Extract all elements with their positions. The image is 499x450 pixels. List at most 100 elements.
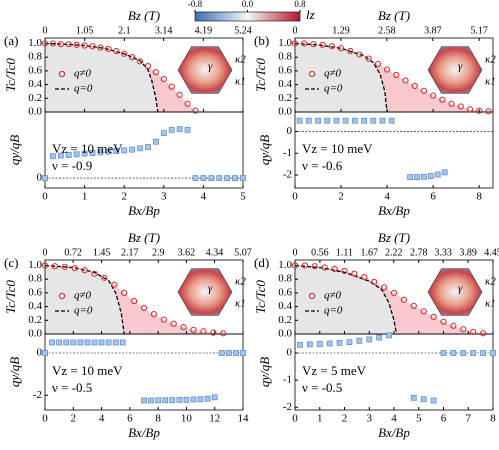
- q-point: [71, 265, 78, 272]
- q-point: [448, 100, 455, 107]
- q-point: [152, 69, 159, 76]
- annotation: ν = -0.9: [52, 158, 92, 173]
- x2-tick-label: 1.11: [336, 247, 353, 258]
- x-tick-label: 4: [384, 191, 390, 203]
- qy-point: [361, 117, 367, 124]
- y-tick-label: 0.8: [28, 273, 42, 285]
- qy-point: [119, 339, 126, 346]
- x2-tick-label: 1.05: [76, 25, 94, 36]
- q-point: [371, 278, 378, 286]
- qy-point: [98, 339, 105, 346]
- x2-tick-label: 3.62: [178, 247, 196, 258]
- x-tick-label: 10: [181, 413, 193, 425]
- q-point: [402, 77, 409, 84]
- q-point: [291, 262, 299, 269]
- q-point: [160, 316, 167, 323]
- q-point: [310, 41, 317, 48]
- lower-y-tick-label: 0: [287, 125, 293, 137]
- qy-point: [70, 339, 77, 346]
- x2-tick-label: 4.19: [195, 25, 213, 36]
- qy-point: [225, 350, 232, 356]
- x-tick-label: 0: [42, 191, 48, 203]
- q-point: [105, 45, 112, 53]
- q-point: [361, 274, 368, 281]
- x2-tick-label: 1.45: [93, 247, 111, 258]
- x2-tick-label: 3.89: [459, 247, 477, 258]
- qy-point: [386, 332, 392, 339]
- legend-label: q≠0: [324, 290, 342, 302]
- lower-y-axis-label: qy/qB: [7, 135, 22, 165]
- q-point: [351, 270, 358, 277]
- qy-point: [137, 145, 143, 152]
- inset-label: γ: [458, 61, 463, 73]
- legend-marker: [308, 292, 316, 300]
- qy-point: [57, 152, 64, 159]
- q-point: [470, 328, 477, 336]
- qy-point: [141, 397, 147, 404]
- q-point: [439, 96, 446, 103]
- q-point: [81, 267, 88, 274]
- annotation: Vz = 10 meV: [302, 141, 373, 156]
- q-point: [365, 55, 372, 62]
- q-point: [328, 43, 335, 50]
- qy-point: [168, 126, 175, 133]
- qy-point: [421, 173, 427, 180]
- panel-label: (b): [254, 33, 269, 48]
- qy-point: [326, 340, 333, 347]
- x2-tick-label: 4.45: [484, 247, 499, 258]
- q-point: [374, 60, 381, 68]
- annotation: Vz = 10 meV: [52, 141, 123, 156]
- y-tick-label: 0.4: [278, 300, 292, 312]
- inset-label: κ2: [485, 54, 496, 66]
- inset-label: κ2: [235, 54, 246, 66]
- q-point: [81, 42, 88, 49]
- y-tick-label: 1.0: [28, 259, 42, 271]
- x2-tick-label: 3.14: [155, 25, 173, 36]
- x2-tick-label: 5.07: [234, 247, 252, 258]
- legend-label: q≠0: [74, 68, 92, 80]
- qy-point: [176, 396, 183, 403]
- q-point: [430, 313, 437, 320]
- legend-marker: [58, 70, 66, 78]
- annotation: ν = -0.6: [302, 158, 343, 173]
- x2-tick-label: 2.22: [385, 247, 403, 258]
- lower-y-tick-label: -2: [283, 169, 292, 181]
- qy-point: [440, 350, 447, 356]
- legend-label: q=0: [74, 83, 93, 95]
- x2-tick-label: 0.56: [311, 247, 329, 258]
- x-tick-label: 6: [127, 413, 133, 425]
- normal-region: [45, 265, 125, 334]
- x-tick-label: 0: [42, 413, 48, 425]
- q-point: [51, 263, 59, 270]
- q-point: [457, 103, 464, 110]
- q-point: [476, 107, 483, 114]
- qy-point: [105, 148, 112, 155]
- qy-point: [152, 138, 159, 145]
- qy-point: [470, 350, 477, 356]
- q-point: [129, 54, 136, 61]
- q-point: [381, 284, 388, 291]
- x-axis-label: Bx/Bp: [378, 425, 410, 440]
- q-point: [121, 289, 128, 296]
- q-point: [331, 265, 338, 273]
- y-axis-label: Tc/Tc0: [3, 58, 18, 92]
- qy-point: [305, 117, 312, 124]
- qy-point: [218, 350, 225, 356]
- panel: (d) 0 1 2 3 4 5 6 7 8 Bx/Bp 0 0.56 1.11 1.67 2.22 2.78 3.…: [253, 230, 499, 440]
- x2-tick-label: 0: [43, 25, 48, 36]
- q-point: [41, 40, 49, 47]
- qy-point: [169, 397, 176, 403]
- inset-label: κ1: [485, 76, 496, 88]
- q-point: [170, 320, 177, 327]
- lower-y-tick-label: 0: [37, 347, 43, 359]
- qy-point: [306, 341, 313, 348]
- legend-marker: [308, 70, 316, 78]
- y-tick-label: 0.2: [28, 92, 42, 104]
- q-point: [57, 41, 64, 48]
- y-tick-label: 0.6: [28, 64, 42, 76]
- qy-point: [333, 117, 340, 124]
- qy-point: [240, 175, 246, 181]
- y-tick-label: 0.4: [28, 78, 42, 90]
- qy-point: [366, 336, 373, 343]
